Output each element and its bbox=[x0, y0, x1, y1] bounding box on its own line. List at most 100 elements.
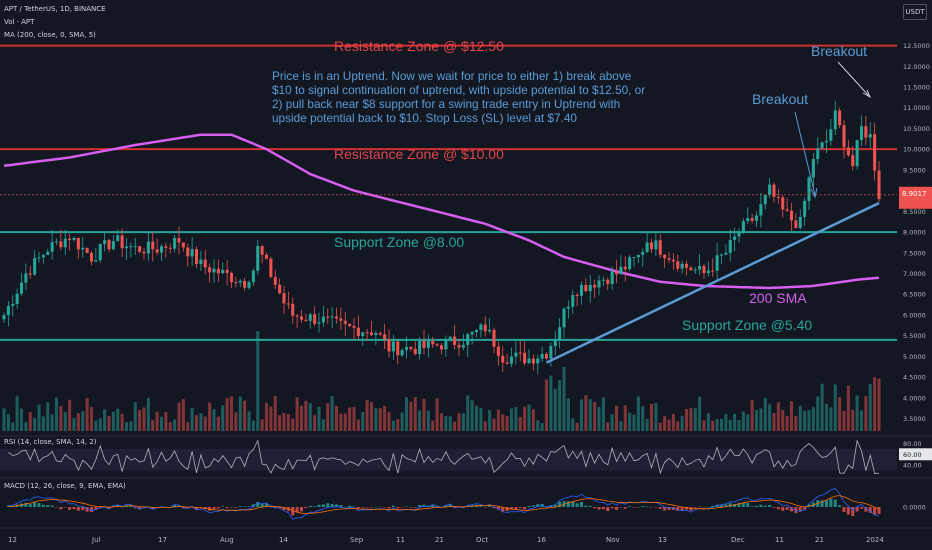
volume-bar bbox=[474, 405, 479, 431]
candle-body bbox=[457, 344, 461, 348]
candle-body bbox=[453, 336, 457, 345]
macd-histogram-bar bbox=[711, 505, 715, 507]
candle-body bbox=[488, 329, 492, 332]
candle-body bbox=[772, 184, 776, 197]
macd-histogram-bar bbox=[369, 507, 374, 508]
candle-body bbox=[63, 238, 67, 248]
macd-histogram-bar bbox=[641, 506, 645, 507]
candle-body bbox=[212, 268, 216, 273]
macd-histogram-bar bbox=[492, 507, 496, 509]
candle-body bbox=[238, 280, 242, 283]
price-tick-label: 4.0000 bbox=[903, 394, 926, 402]
volume-bar bbox=[439, 413, 444, 431]
volume-bar bbox=[789, 401, 794, 431]
candle-body bbox=[243, 280, 247, 288]
price-tick-label: 7.0000 bbox=[903, 270, 926, 278]
macd-histogram-bar bbox=[628, 506, 632, 507]
volume-bar bbox=[339, 413, 343, 431]
candle-body bbox=[413, 348, 417, 355]
candle-body bbox=[855, 139, 859, 167]
volume-bar bbox=[313, 415, 317, 431]
candle-body bbox=[785, 209, 789, 211]
macd-histogram-bar bbox=[208, 507, 212, 511]
volume-bar bbox=[334, 405, 339, 431]
volume-bar bbox=[264, 402, 269, 431]
candle-body bbox=[754, 215, 759, 221]
price-tick-label: 12.5000 bbox=[903, 42, 930, 50]
candle-body bbox=[461, 344, 465, 348]
volume-bar bbox=[470, 400, 474, 431]
macd-histogram-bar bbox=[684, 507, 689, 510]
volume-bar bbox=[54, 397, 59, 431]
time-tick-label: 2024 bbox=[866, 536, 884, 544]
volume-bar bbox=[540, 422, 544, 431]
candle-body bbox=[523, 352, 527, 364]
candle-body bbox=[15, 293, 19, 304]
volume-bar bbox=[238, 396, 242, 431]
volume-bar bbox=[321, 419, 325, 431]
volume-bar bbox=[496, 409, 500, 431]
candle-body bbox=[531, 358, 535, 364]
candle-body bbox=[330, 316, 334, 318]
currency-badge[interactable]: USDT bbox=[903, 4, 927, 20]
volume-bar bbox=[754, 410, 759, 431]
candle-body bbox=[601, 279, 605, 281]
macd-histogram-bar bbox=[278, 507, 282, 509]
macd-histogram-bar bbox=[868, 507, 872, 513]
volume-bar bbox=[750, 400, 754, 431]
candle-body bbox=[680, 263, 684, 269]
macd-histogram-bar bbox=[575, 503, 579, 507]
candle-body bbox=[698, 265, 702, 270]
candle-body bbox=[216, 268, 220, 274]
volume-bar bbox=[41, 416, 45, 431]
candle-body bbox=[628, 257, 632, 270]
candle-body bbox=[6, 305, 10, 316]
candle-body bbox=[142, 251, 146, 254]
volume-bar bbox=[820, 383, 824, 431]
macd-legend[interactable]: MACD (12, 26, close, 9, EMA, EMA) bbox=[4, 482, 126, 490]
volume-bar bbox=[733, 413, 737, 431]
macd-histogram-bar bbox=[260, 503, 264, 507]
candle-body bbox=[177, 238, 181, 243]
rsi-legend[interactable]: RSI (14, close, SMA, 14, 2) bbox=[4, 438, 97, 446]
candle-body bbox=[715, 255, 719, 271]
volume-legend[interactable]: Vol · APT bbox=[4, 18, 35, 26]
macd-histogram-bar bbox=[544, 506, 549, 507]
candle-body bbox=[295, 315, 299, 317]
candle-body bbox=[194, 249, 199, 265]
macd-histogram-bar bbox=[719, 504, 724, 507]
macd-histogram-bar bbox=[151, 507, 155, 510]
volume-bar bbox=[72, 418, 76, 431]
volume-bar bbox=[89, 407, 94, 431]
macd-histogram-bar bbox=[243, 506, 247, 508]
macd-histogram-bar bbox=[229, 506, 234, 508]
macd-histogram-bar bbox=[422, 504, 426, 507]
volume-bar bbox=[369, 402, 374, 431]
volume-bar bbox=[811, 407, 815, 431]
volume-bar bbox=[558, 380, 562, 431]
volume-bar bbox=[807, 410, 811, 431]
volume-bar bbox=[28, 412, 32, 431]
candle-body bbox=[763, 194, 767, 205]
volume-bar bbox=[418, 410, 422, 431]
volume-bar bbox=[571, 418, 575, 431]
symbol-legend[interactable]: APT / TetherUS, 1D, BINANCE bbox=[4, 5, 106, 13]
volume-bar bbox=[846, 385, 850, 431]
candle-body bbox=[562, 308, 566, 328]
ma-legend[interactable]: MA (200, close, 0, SMA, 5) bbox=[4, 31, 96, 39]
candle-body bbox=[107, 240, 111, 250]
volume-bar bbox=[702, 420, 706, 431]
macd-histogram-bar bbox=[527, 505, 531, 507]
macd-tick-label: 0.0000 bbox=[903, 504, 926, 512]
macd-histogram-bar bbox=[334, 504, 339, 507]
macd-histogram-bar bbox=[505, 507, 509, 512]
candle-body bbox=[759, 204, 763, 216]
rsi-tick-label: 80.00 bbox=[903, 440, 922, 448]
candle-body bbox=[173, 238, 177, 249]
volume-bar bbox=[68, 399, 72, 431]
macd-histogram-bar bbox=[632, 507, 636, 508]
candle-body bbox=[579, 284, 584, 296]
volume-bar bbox=[693, 408, 697, 431]
candle-body bbox=[737, 232, 741, 237]
